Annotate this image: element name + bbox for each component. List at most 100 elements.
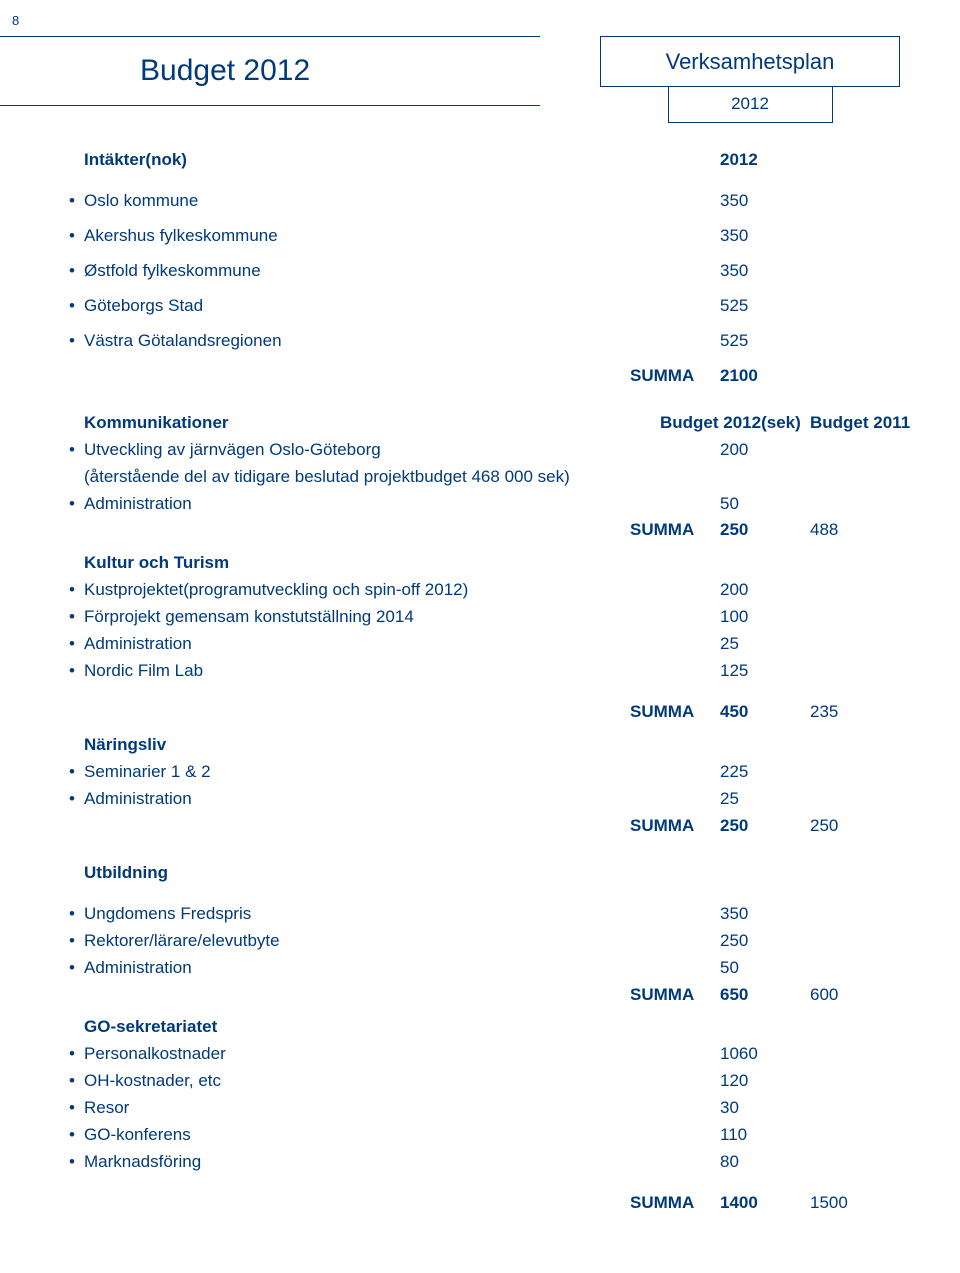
komm-section: Kommunikationer Budget 2012(sek) Budget … xyxy=(60,396,900,545)
bullet-icon: • xyxy=(69,607,75,626)
row-value: 200 xyxy=(720,439,810,462)
bullet-icon: • xyxy=(69,762,75,781)
bullet-icon: • xyxy=(69,261,75,280)
bullet-icon: • xyxy=(69,661,75,680)
row-label: Rektorer/lärare/elevutbyte xyxy=(84,930,630,953)
row-label: Østfold fylkeskommune xyxy=(84,260,630,283)
kultur-sum-v2: 235 xyxy=(810,701,900,724)
row-value: 350 xyxy=(720,260,810,283)
row-label: Förprojekt gemensam konstutställning 201… xyxy=(84,606,630,629)
komm-col3: Budget 2011 xyxy=(810,412,900,435)
row-value: 225 xyxy=(720,761,810,784)
table-row: •Marknadsföring80 xyxy=(60,1149,900,1176)
row-label: OH-kostnader, etc xyxy=(84,1070,630,1093)
table-row: • OH-kostnader, etc 120 xyxy=(60,1068,900,1095)
kultur-header: Kultur och Turism xyxy=(60,550,900,577)
row-value: 1060 xyxy=(720,1043,810,1066)
row-value: 25 xyxy=(720,788,810,811)
kultur-sum-row: SUMMA 450 235 xyxy=(60,699,900,726)
intakt-header: Intäkter(nok) 2012 xyxy=(60,147,900,174)
intakt-sum-row: SUMMA 2100 xyxy=(60,363,900,390)
side-box-year: 2012 xyxy=(668,87,833,123)
row-label: Nordic Film Lab xyxy=(84,660,630,683)
naringsliv-sum-row: SUMMA 250 250 xyxy=(60,813,900,840)
naringsliv-header: Näringsliv xyxy=(60,732,900,759)
table-row: •Resor30 xyxy=(60,1095,900,1122)
row-label: Akershus fylkeskommune xyxy=(84,225,630,248)
bullet-icon: • xyxy=(69,331,75,350)
row-value: 250 xyxy=(720,930,810,953)
gosek-sum-label: SUMMA xyxy=(630,1192,720,1215)
gosek-sum-v1: 1400 xyxy=(720,1192,810,1215)
bullet-icon: • xyxy=(69,494,75,513)
row-value: 525 xyxy=(720,295,810,318)
row-label: Ungdomens Fredspris xyxy=(84,903,630,926)
bullet-icon: • xyxy=(69,296,75,315)
row-value: 200 xyxy=(720,579,810,602)
komm-sum-label: SUMMA xyxy=(630,519,720,542)
table-row: • Personalkostnader 1060 xyxy=(60,1041,900,1068)
kultur-section: Kultur och Turism • Kustprojektet(program… xyxy=(60,550,900,726)
page: 8 Budget 2012 Verksamhetsplan 2012 Intäk… xyxy=(0,0,960,1257)
row-value: 350 xyxy=(720,225,810,248)
bullet-icon: • xyxy=(69,191,75,210)
table-row: •Utveckling av järnvägen Oslo-Göteborg20… xyxy=(60,437,900,464)
row-label: Personalkostnader xyxy=(84,1043,630,1066)
utbildning-header: Utbildning xyxy=(60,860,900,887)
naringsliv-sum-v1: 250 xyxy=(720,815,810,838)
bullet-icon: • xyxy=(69,1044,75,1063)
table-row: • Akershus fylkeskommune 350 xyxy=(60,223,900,250)
row-value: 25 xyxy=(720,633,810,656)
table-row: • Østfold fylkeskommune 350 xyxy=(60,258,900,285)
kultur-heading: Kultur och Turism xyxy=(84,552,630,575)
bullet-icon: • xyxy=(69,904,75,923)
intakt-sum-label: SUMMA xyxy=(630,365,720,388)
row-label: Utveckling av järnvägen Oslo-Göteborg xyxy=(84,439,630,462)
table-row: • Kustprojektet(programutveckling och spi… xyxy=(60,577,900,604)
table-row: •Administration50 xyxy=(60,491,900,518)
kultur-sum-v1: 450 xyxy=(720,701,810,724)
bullet-icon: • xyxy=(69,580,75,599)
intakt-section: Intäkter(nok) 2012 •Oslo kommune350•Aker… xyxy=(60,147,900,390)
komm-col2: Budget 2012(sek) xyxy=(660,412,810,435)
gosek-section: GO-sekretariatet •Personalkostnader1060•… xyxy=(60,1014,900,1217)
row-label: Marknadsföring xyxy=(84,1151,630,1174)
komm-sum-v2: 488 xyxy=(810,519,900,542)
row-label: GO-konferens xyxy=(84,1124,630,1147)
utbildning-sum-label: SUMMA xyxy=(630,984,720,1007)
bullet-icon: • xyxy=(69,634,75,653)
row-value: 350 xyxy=(720,903,810,926)
title-box: Budget 2012 xyxy=(0,36,540,107)
utbildning-section: Utbildning • Ungdomens Fredspris 350• Rekto… xyxy=(60,846,900,1009)
table-row: • Administration 25 xyxy=(60,631,900,658)
row-value: 100 xyxy=(720,606,810,629)
komm-sum-v1: 250 xyxy=(720,519,810,542)
row-value: 120 xyxy=(720,1070,810,1093)
table-row: •GO-konferens110 xyxy=(60,1122,900,1149)
row-value: 525 xyxy=(720,330,810,353)
table-row: • Seminarier 1 & 2 225 xyxy=(60,759,900,786)
gosek-sum-v2: 1500 xyxy=(810,1192,900,1215)
row-value: 110 xyxy=(720,1124,810,1147)
naringsliv-heading: Näringsliv xyxy=(84,734,630,757)
table-row: • Göteborgs Stad 525 xyxy=(60,293,900,320)
page-title: Budget 2012 xyxy=(0,51,540,92)
bullet-icon: • xyxy=(69,226,75,245)
table-row: •Västra Götalandsregionen525 xyxy=(60,328,900,355)
table-row: • Ungdomens Fredspris 350 xyxy=(60,901,900,928)
row-label: Seminarier 1 & 2 xyxy=(84,761,630,784)
naringsliv-sum-v2: 250 xyxy=(810,815,900,838)
table-row: •Administration50 xyxy=(60,955,900,982)
row-value: 125 xyxy=(720,660,810,683)
row-label: Göteborgs Stad xyxy=(84,295,630,318)
row-label: Administration xyxy=(84,633,630,656)
row-label: Administration xyxy=(84,788,630,811)
komm-heading: Kommunikationer xyxy=(84,412,630,435)
page-number: 8 xyxy=(12,12,900,30)
row-value: 350 xyxy=(720,190,810,213)
row-label: Administration xyxy=(84,493,630,516)
row-label: Kustprojektet(programutveckling och spin… xyxy=(84,579,630,602)
bullet-icon: • xyxy=(69,1071,75,1090)
table-row-note: (återstående del av tidigare beslutad pr… xyxy=(60,464,900,491)
row-value: 50 xyxy=(720,957,810,980)
